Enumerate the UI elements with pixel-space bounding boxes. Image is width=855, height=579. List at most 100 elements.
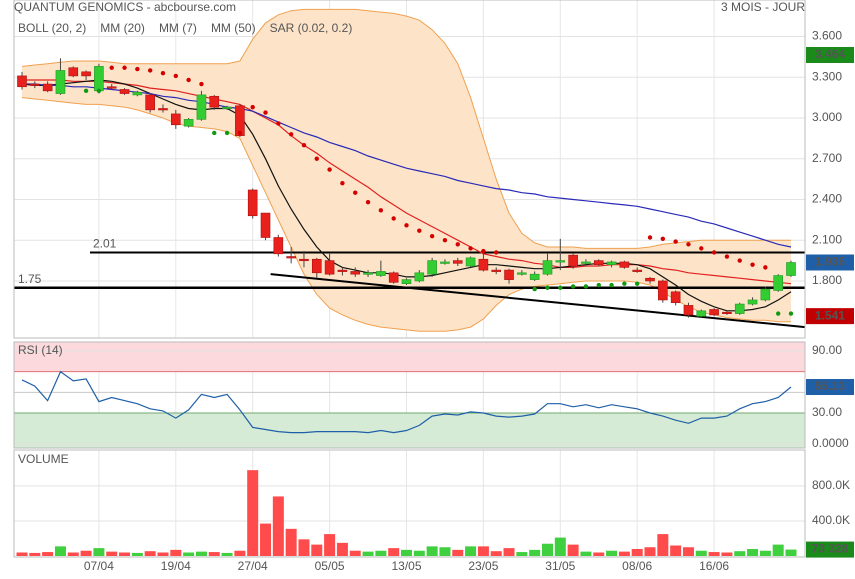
candle-body [196, 94, 207, 120]
sar-dot [212, 130, 217, 136]
oversold-zone [14, 412, 805, 448]
volume-bar [413, 550, 425, 556]
sar-dot [199, 81, 204, 87]
candle-body [158, 108, 168, 111]
candle-body [209, 95, 220, 108]
volume-bar [131, 552, 143, 556]
volume-bar [759, 550, 771, 556]
candle-body [145, 94, 155, 111]
volume-bar [67, 552, 79, 556]
sar-dot [583, 284, 589, 289]
sar-dot [775, 311, 781, 316]
value-tag [806, 541, 854, 558]
value-tag [806, 308, 854, 325]
volume-bar [157, 552, 169, 556]
volume-bar [606, 550, 618, 556]
volume-bar [554, 537, 566, 556]
candle-body [55, 70, 66, 94]
sar-dot [237, 130, 243, 136]
candle-body [299, 258, 309, 262]
y-tick-label: 3.000 [812, 110, 842, 124]
sar-dot [378, 208, 384, 213]
volume-bar [785, 549, 797, 556]
volume-bar [439, 547, 451, 556]
sar-dot [788, 311, 794, 316]
volume-bar [465, 546, 477, 556]
sar-dot [570, 284, 576, 289]
sar-dot [429, 233, 435, 239]
candle-body [773, 275, 783, 291]
volume-bar [29, 552, 41, 556]
x-tick-label: 31/05 [545, 559, 575, 573]
sar-dot [455, 242, 460, 247]
candle-body [696, 310, 707, 317]
candle-body [658, 280, 668, 301]
candle-body [722, 311, 732, 314]
volume-bar [490, 551, 502, 556]
sar-dot [353, 190, 358, 195]
candle-body [440, 261, 450, 264]
sar-dot [532, 286, 537, 292]
volume-bar [734, 551, 746, 556]
candle-body [581, 261, 591, 264]
x-tick-label: 07/04 [84, 559, 114, 573]
candle-body [606, 261, 617, 265]
candle-body [388, 272, 399, 283]
candle-body [491, 269, 502, 272]
candle-body [645, 277, 655, 282]
rsi-line [21, 370, 792, 434]
volume-bar [247, 470, 259, 556]
y-tick-label: 3.600 [812, 29, 842, 43]
volume-bar [42, 552, 54, 556]
volume-bar [234, 550, 246, 556]
candle-body [786, 262, 796, 276]
candle-body [709, 309, 719, 316]
sar-dot [711, 250, 717, 255]
candle-body [337, 269, 348, 272]
candle-body [260, 212, 271, 238]
volume-bar [375, 550, 387, 556]
bollinger-band [22, 9, 791, 332]
volume-bar [503, 548, 515, 556]
volume-bar [324, 534, 336, 556]
candle-body [106, 86, 117, 89]
value-tag-label: 55.13 [815, 379, 845, 393]
sar-dot [83, 88, 89, 94]
sar-dot [147, 68, 153, 73]
x-tick-label: 27/04 [238, 559, 268, 573]
candle-body [683, 305, 694, 316]
candle-body [119, 89, 130, 94]
sar-dot [135, 66, 140, 72]
sar-dot [442, 238, 448, 243]
candle-body [286, 256, 296, 259]
y-tick-label: 3.300 [812, 69, 842, 83]
value-tag-label: 73 328 [812, 542, 849, 556]
volume-bar [682, 547, 694, 556]
volume-bar [195, 551, 207, 556]
sar-dot [647, 235, 653, 240]
sar-dot [365, 199, 371, 205]
sar-dot [481, 248, 486, 254]
volume-bar [426, 546, 438, 556]
sar-dot [609, 282, 614, 288]
volume-bar [695, 550, 707, 556]
volume-bar [772, 544, 784, 556]
sar-dot [288, 132, 294, 137]
candle-body [542, 260, 553, 275]
candle-body [427, 260, 437, 275]
volume-bar [477, 546, 489, 556]
volume-bar [183, 552, 195, 556]
candle-body [247, 189, 258, 217]
candle-body [670, 291, 681, 303]
y-tick-label: 400.0K [812, 513, 850, 527]
sar-dot [699, 246, 704, 251]
y-tick-label: 800.0K [812, 478, 850, 492]
y-tick-label: 90.00 [812, 343, 842, 357]
sar-dot [301, 142, 307, 148]
sar-dot [186, 77, 191, 83]
candle-body [94, 66, 104, 92]
volume-panel-frame [13, 449, 806, 558]
candle-body [452, 260, 463, 264]
candle-body [517, 272, 527, 275]
